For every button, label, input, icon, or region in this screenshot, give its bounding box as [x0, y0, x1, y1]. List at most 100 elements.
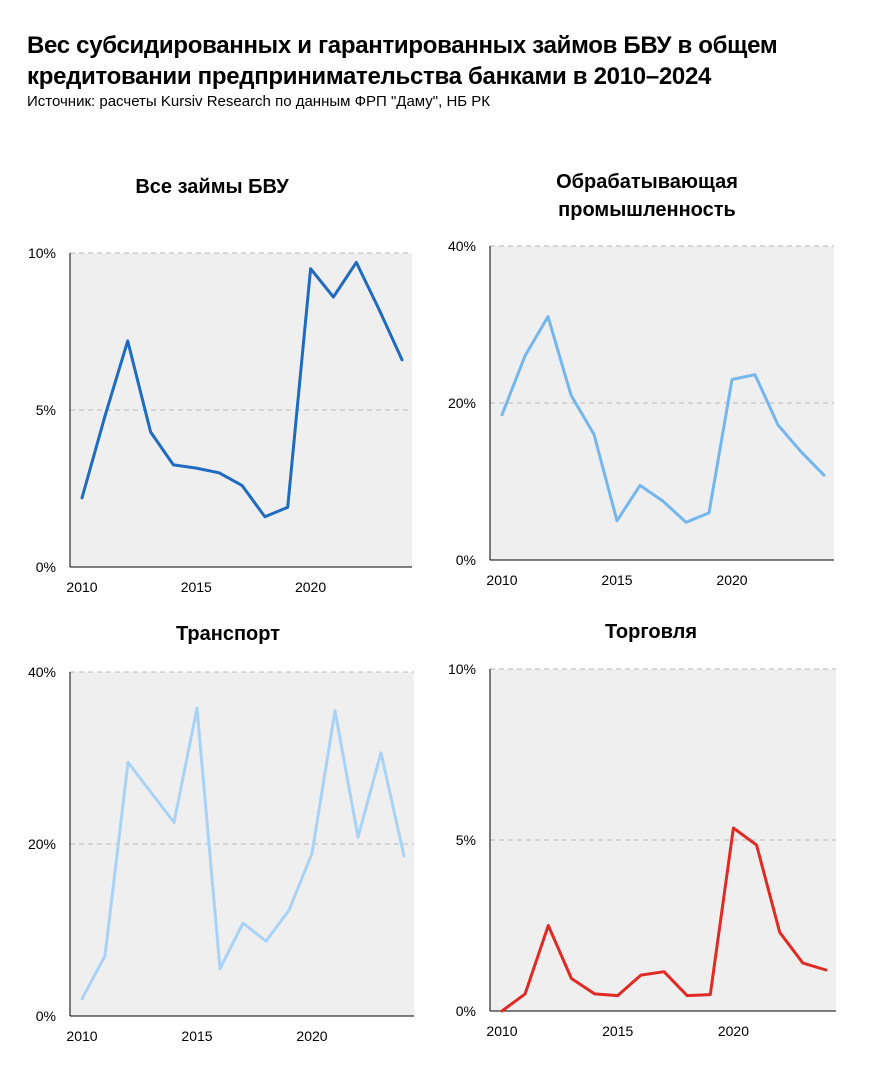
y-tick-label: 0% [456, 552, 476, 568]
chart-title: Вес субсидированных и гарантированных за… [27, 32, 778, 90]
data-point [265, 940, 268, 943]
data-point [501, 413, 504, 416]
data-point [81, 997, 84, 1000]
data-point [403, 855, 406, 858]
y-tick-label: 0% [456, 1003, 476, 1019]
data-point [241, 484, 244, 487]
y-tick-label: 0% [36, 559, 56, 575]
x-tick-label: 2015 [601, 572, 632, 588]
data-point [173, 821, 176, 824]
data-point [570, 977, 573, 980]
y-tick-label: 40% [28, 664, 56, 680]
y-tick-label: 5% [456, 832, 476, 848]
y-tick-label: 20% [448, 395, 476, 411]
data-point [150, 791, 153, 794]
data-point [754, 373, 757, 376]
data-point [196, 707, 199, 710]
panel-title: промышленность [558, 199, 736, 221]
panel-title: Торговля [605, 621, 697, 643]
data-point [686, 994, 689, 997]
data-point [242, 922, 245, 925]
data-point [309, 267, 312, 270]
x-tick-label: 2010 [486, 1023, 517, 1039]
data-point [104, 954, 107, 957]
panel-title: Все займы БВУ [135, 176, 289, 198]
data-point [357, 836, 360, 839]
data-point [311, 852, 314, 855]
chart-panel-2: 0% 20% 40% 2010 2015 2020 Обрабатывающая промыш… [448, 171, 834, 588]
x-tick-label: 2020 [716, 572, 747, 588]
data-point [639, 974, 642, 977]
panel-title: Обрабатывающая [556, 171, 738, 193]
x-tick-label: 2010 [486, 572, 517, 588]
panel-title: Транспорт [176, 623, 280, 645]
x-tick-label: 2015 [602, 1023, 633, 1039]
data-point [195, 467, 198, 470]
data-point [81, 496, 84, 499]
data-point [616, 519, 619, 522]
y-tick-label: 40% [448, 238, 476, 254]
data-point [731, 378, 734, 381]
data-point [401, 358, 404, 361]
x-tick-label: 2020 [296, 1028, 327, 1044]
data-point [755, 844, 758, 847]
series-line [80, 260, 404, 519]
data-point [593, 992, 596, 995]
data-point [708, 511, 711, 514]
data-point [524, 992, 527, 995]
y-tick-label: 20% [28, 836, 56, 852]
data-point [570, 394, 573, 397]
y-tick-label: 10% [448, 661, 476, 677]
chart-panel-1: 0% 5% 10% 2010 2015 2020 Все займы БВУ [28, 176, 412, 595]
data-point [126, 339, 129, 342]
data-point [593, 433, 596, 436]
y-tick-label: 0% [36, 1008, 56, 1024]
x-tick-label: 2020 [718, 1023, 749, 1039]
data-point [288, 909, 291, 912]
x-tick-label: 2015 [181, 579, 212, 595]
data-point [825, 968, 828, 971]
data-point [378, 308, 381, 311]
x-tick-label: 2010 [66, 1028, 97, 1044]
chart-panel-3: 0% 20% 40% 2010 2015 2020 Транспорт [28, 623, 414, 1044]
series-line [500, 826, 828, 1013]
y-tick-label: 10% [28, 245, 56, 261]
data-point [547, 924, 550, 927]
data-point [380, 751, 383, 754]
data-point [172, 463, 175, 466]
data-point [800, 450, 803, 453]
data-point [524, 354, 527, 357]
data-point [149, 430, 152, 433]
data-point [685, 521, 688, 524]
chart-panel-4: 0% 5% 10% 2010 2015 2020 Торговля [448, 621, 836, 1039]
data-point [332, 295, 335, 298]
data-point [501, 1010, 504, 1013]
series-line [80, 706, 406, 1001]
data-point [263, 515, 266, 518]
data-point [823, 474, 826, 477]
data-point [334, 709, 337, 712]
data-point [663, 970, 666, 973]
x-tick-label: 2020 [295, 579, 326, 595]
data-point [616, 994, 619, 997]
data-point [709, 993, 712, 996]
data-point [662, 500, 665, 503]
data-point [286, 506, 289, 509]
y-tick-label: 5% [36, 402, 56, 418]
series-line [500, 315, 826, 524]
data-point [639, 484, 642, 487]
x-tick-label: 2010 [66, 579, 97, 595]
data-point [732, 827, 735, 830]
data-point [127, 761, 130, 764]
data-point [355, 261, 358, 264]
chart-source: Источник: расчеты Kursiv Research по дан… [27, 93, 491, 110]
data-point [777, 423, 780, 426]
data-point [218, 471, 221, 474]
x-tick-label: 2015 [181, 1028, 212, 1044]
data-point [219, 967, 222, 970]
data-point [778, 931, 781, 934]
data-point [801, 962, 804, 965]
data-point [547, 315, 550, 318]
data-point [103, 415, 106, 418]
